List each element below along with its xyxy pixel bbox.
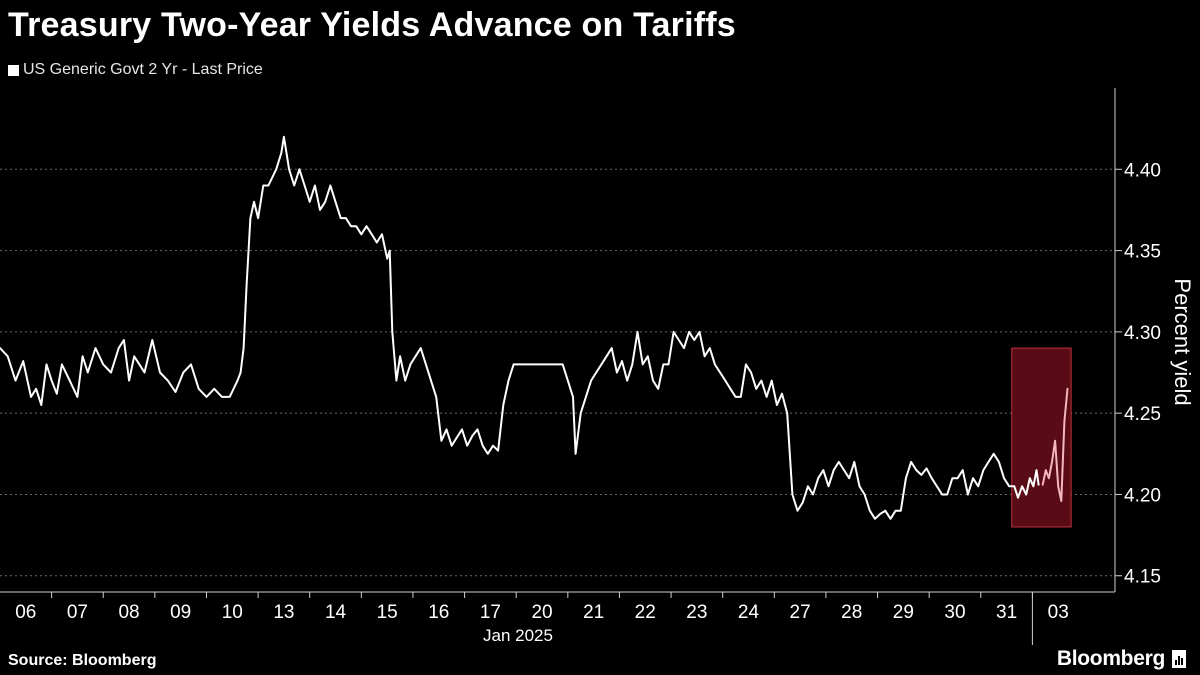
axes: 4.15 4.20 4.25 4.30 4.35 4.40 06 07 08 09 10 13 14 15… <box>0 88 1161 645</box>
x-tick-label: 22 <box>635 602 656 623</box>
x-tick-label: 28 <box>841 602 862 623</box>
gridlines <box>0 168 1115 577</box>
x-tick-label: 15 <box>377 602 398 623</box>
x-tick-label: 29 <box>893 602 914 623</box>
x-tick-label: 31 <box>996 602 1017 623</box>
x-tick-label: 10 <box>222 602 243 623</box>
series-layer <box>0 135 1069 520</box>
y-tick-label: 4.25 <box>1124 404 1161 425</box>
bloomberg-icon <box>1172 650 1186 668</box>
x-tick-label: 20 <box>531 602 552 623</box>
x-tick-label: 13 <box>273 602 294 623</box>
legend: US Generic Govt 2 Yr - Last Price <box>8 61 263 79</box>
x-tick-label: 24 <box>738 602 760 623</box>
x-tick-label: 23 <box>686 602 707 623</box>
x-tick-label: 09 <box>170 602 191 623</box>
y-axis-label: Percent yield <box>1170 278 1195 405</box>
x-axis-year-label: Jan 2025 <box>483 626 553 645</box>
x-tick-label: 27 <box>790 602 811 623</box>
x-tick-label: 30 <box>944 602 965 623</box>
brand-name: Bloomberg <box>1056 647 1165 670</box>
chart-title: Treasury Two-Year Yields Advance on Tari… <box>8 6 736 44</box>
x-tick-label: 03 <box>1048 602 1069 623</box>
y-tick-label: 4.35 <box>1124 242 1161 263</box>
bloomberg-logo: Bloomberg <box>1057 647 1186 671</box>
x-tick-label: 21 <box>583 602 604 623</box>
y-tick-label: 4.30 <box>1124 323 1161 344</box>
legend-label: US Generic Govt 2 Yr - Last Price <box>23 61 263 78</box>
y-tick-label: 4.20 <box>1124 485 1161 506</box>
legend-swatch <box>8 64 19 76</box>
x-tick-label: 06 <box>15 602 36 623</box>
x-tick-label: 17 <box>480 602 501 623</box>
x-tick-label: 14 <box>325 602 347 623</box>
series-line-highlighted <box>1041 387 1069 502</box>
source-note: Source: Bloomberg <box>8 652 157 669</box>
x-tick-label: 08 <box>118 602 139 623</box>
x-tick-label: 07 <box>67 602 88 623</box>
y-tick-label: 4.40 <box>1124 160 1161 181</box>
y-tick-label: 4.15 <box>1124 567 1161 588</box>
x-tick-label: 16 <box>428 602 449 623</box>
series-line <box>0 135 1040 520</box>
